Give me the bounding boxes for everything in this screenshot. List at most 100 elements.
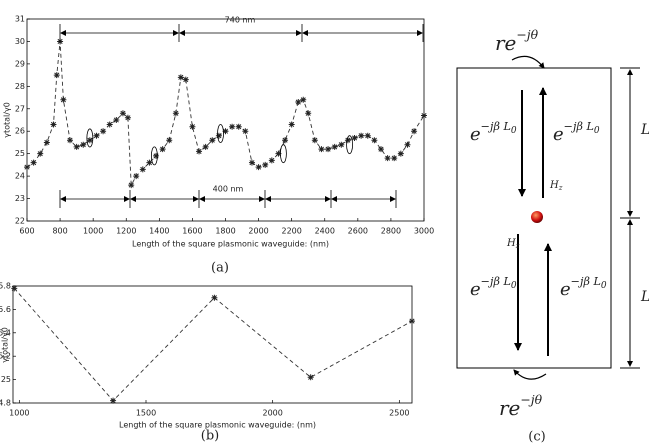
marker: [113, 117, 120, 123]
math-label: re−jθ: [499, 392, 543, 420]
caption: (b): [201, 429, 219, 444]
marker: [53, 72, 60, 79]
y-tick-label: 30: [15, 37, 25, 46]
math-label: L0: [640, 122, 649, 140]
marker: [30, 159, 37, 166]
marker: [358, 132, 365, 139]
x-tick-label: 1000: [9, 409, 29, 418]
math-label: e−jβ L0: [470, 120, 517, 145]
math-label: Hz: [506, 238, 520, 251]
highlight: [86, 128, 94, 148]
base: L: [640, 289, 649, 305]
superscript: −jβ L: [564, 120, 594, 133]
marker: [182, 76, 189, 83]
marker: [307, 374, 314, 381]
marker: [202, 143, 209, 150]
caption: (c): [528, 430, 545, 445]
marker: [262, 161, 269, 168]
superscript: −jβ L: [481, 275, 511, 288]
math-label: L0: [640, 289, 649, 307]
marker: [67, 137, 74, 144]
subscript: 0: [601, 281, 607, 291]
math-label: e−jβ L0: [553, 120, 600, 145]
marker: [189, 123, 196, 130]
y-axis-label: γtotal/γ0: [1, 327, 10, 363]
base: e: [560, 279, 571, 300]
marker: [159, 146, 166, 153]
marker: [338, 141, 345, 148]
marker: [288, 121, 295, 128]
x-tick-label: 1600: [182, 227, 202, 236]
subscript: 0: [511, 126, 517, 136]
marker: [300, 96, 307, 103]
highlight: [346, 135, 353, 155]
marker: [295, 99, 302, 106]
y-tick-label: 31: [15, 15, 25, 24]
marker: [248, 159, 255, 166]
superscript: −jβ L: [481, 120, 511, 133]
marker: [235, 123, 242, 130]
y-tick-label: 24: [15, 172, 25, 181]
marker: [311, 137, 318, 144]
marker: [124, 114, 131, 121]
marker: [331, 143, 338, 150]
reflection-arrow: [513, 369, 547, 380]
marker: [153, 152, 160, 159]
x-tick-label: 1500: [136, 409, 156, 418]
y-tick-label: 27: [15, 104, 25, 113]
data-line: [26, 41, 425, 187]
superscript: −jβ L: [571, 275, 601, 288]
x-tick-label: 1800: [215, 227, 235, 236]
base: H: [506, 238, 516, 249]
y-tick-label: 26: [15, 127, 25, 136]
caption: (a): [211, 261, 229, 276]
math-label: e−jβ L0: [470, 275, 517, 300]
subscript: 0: [594, 126, 600, 136]
y-tick-label: 25.8: [0, 282, 11, 291]
y-tick-label: 25.4: [0, 328, 11, 337]
marker: [128, 182, 135, 189]
base: H: [549, 180, 559, 191]
x-tick-label: 2200: [281, 227, 301, 236]
marker: [80, 141, 87, 148]
base: re: [499, 396, 520, 420]
marker: [166, 137, 173, 144]
marker: [110, 397, 117, 404]
y-tick-label: 25.2: [0, 352, 11, 361]
marker: [222, 128, 229, 135]
x-tick-label: 1400: [149, 227, 169, 236]
base: e: [470, 279, 481, 300]
y-tick-label: 29: [15, 59, 25, 68]
x-tick-label: 1200: [116, 227, 136, 236]
y-tick-label: 22: [15, 217, 25, 226]
reflection-arrow: [511, 55, 545, 69]
marker: [344, 137, 351, 144]
marker: [50, 121, 57, 128]
x-tick-label: 2500: [389, 409, 409, 418]
x-tick-label: 2400: [315, 227, 335, 236]
marker: [93, 132, 100, 139]
marker: [86, 137, 93, 144]
plot-frame: [12, 285, 413, 404]
highlight: [217, 124, 224, 143]
marker: [73, 143, 80, 150]
marker: [229, 123, 236, 130]
x-axis-label: Length of the square plasmonic waveguide…: [119, 421, 316, 430]
marker: [133, 173, 140, 180]
marker: [60, 96, 67, 103]
marker: [377, 146, 384, 153]
marker: [351, 134, 358, 141]
marker: [242, 128, 249, 135]
x-tick-label: 600: [19, 227, 34, 236]
chart: 1000 1500 2000 2500 24.8 25 25.2 25.4 25.6 25.8 Le…: [0, 282, 415, 444]
waveguide-box: [456, 67, 612, 369]
marker: [37, 150, 44, 157]
marker: [275, 150, 282, 157]
y-tick-label: 25.6: [0, 305, 11, 314]
marker: [325, 146, 332, 153]
annotation: 740 nm: [225, 16, 256, 25]
marker: [371, 137, 378, 144]
marker: [421, 112, 427, 119]
math-label: Hz: [549, 180, 563, 193]
